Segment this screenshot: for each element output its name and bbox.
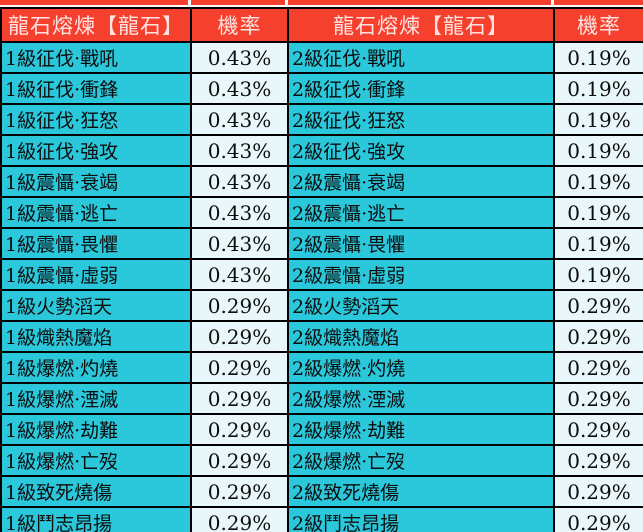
- skill-name-left: 1級爆燃·劫難: [0, 413, 192, 446]
- skill-name-right: 2級震懾·畏懼: [287, 227, 555, 260]
- header-dragonstone-left: 龍石熔煉【龍石】: [0, 7, 192, 43]
- skill-name-left: 1級爆燃·灼燒: [0, 351, 192, 384]
- skill-name-right: 2級征伐·強攻: [287, 134, 555, 167]
- table-row: 1級爆燃·亡歿 0.29% 2級爆燃·亡歿 0.29%: [0, 444, 643, 477]
- probability-right: 0.29%: [553, 444, 643, 477]
- column-separator: [188, 0, 191, 5]
- probability-right: 0.19%: [553, 134, 643, 167]
- skill-name-right: 2級爆燃·劫難: [287, 413, 555, 446]
- table-row: 1級震懾·衰竭 0.43% 2級震懾·衰竭 0.19%: [0, 165, 643, 198]
- cropped-row-strip: [0, 0, 643, 5]
- skill-name-right: 2級震懾·逃亡: [287, 196, 555, 229]
- probability-left: 0.29%: [190, 475, 289, 508]
- skill-name-right: 2級爆燃·灼燒: [287, 351, 555, 384]
- probability-right: 0.29%: [553, 382, 643, 415]
- table-row: 1級征伐·戰吼 0.43% 2級征伐·戰吼 0.19%: [0, 41, 643, 74]
- skill-name-left: 1級鬥志昂揚: [0, 506, 192, 532]
- probability-left: 0.43%: [190, 196, 289, 229]
- probability-left: 0.29%: [190, 320, 289, 353]
- table-row: 1級征伐·強攻 0.43% 2級征伐·強攻 0.19%: [0, 134, 643, 167]
- probability-right: 0.19%: [553, 227, 643, 260]
- skill-name-right: 2級爆燃·亡歿: [287, 444, 555, 477]
- skill-name-right: 2級征伐·狂怒: [287, 103, 555, 136]
- table-row: 1級爆燃·湮滅 0.29% 2級爆燃·湮滅 0.29%: [0, 382, 643, 415]
- probability-right: 0.19%: [553, 196, 643, 229]
- skill-name-left: 1級爆燃·湮滅: [0, 382, 192, 415]
- probability-right: 0.29%: [553, 475, 643, 508]
- probability-left: 0.43%: [190, 41, 289, 74]
- header-probability-right: 機率: [553, 7, 643, 43]
- probability-left: 0.29%: [190, 351, 289, 384]
- probability-right: 0.29%: [553, 413, 643, 446]
- skill-name-right: 2級熾熱魔焰: [287, 320, 555, 353]
- probability-left: 0.29%: [190, 506, 289, 532]
- column-separator: [285, 0, 288, 5]
- probability-right: 0.29%: [553, 289, 643, 322]
- header-probability-left: 機率: [190, 7, 289, 43]
- skill-name-left: 1級爆燃·亡歿: [0, 444, 192, 477]
- skill-name-right: 2級鬥志昂揚: [287, 506, 555, 532]
- table-row: 1級致死燒傷 0.29% 2級致死燒傷 0.29%: [0, 475, 643, 508]
- skill-name-right: 2級震懾·衰竭: [287, 165, 555, 198]
- probability-left: 0.29%: [190, 444, 289, 477]
- table-row: 1級震懾·逃亡 0.43% 2級震懾·逃亡 0.19%: [0, 196, 643, 229]
- skill-name-left: 1級震懾·逃亡: [0, 196, 192, 229]
- probability-right: 0.29%: [553, 351, 643, 384]
- skill-name-right: 2級征伐·衝鋒: [287, 72, 555, 105]
- header-dragonstone-right: 龍石熔煉【龍石】: [287, 7, 555, 43]
- probability-right: 0.19%: [553, 258, 643, 291]
- skill-name-left: 1級震懾·虛弱: [0, 258, 192, 291]
- skill-name-left: 1級征伐·強攻: [0, 134, 192, 167]
- probability-left: 0.43%: [190, 227, 289, 260]
- skill-name-left: 1級熾熱魔焰: [0, 320, 192, 353]
- probability-left: 0.29%: [190, 382, 289, 415]
- probability-right: 0.29%: [553, 506, 643, 532]
- table-row: 1級熾熱魔焰 0.29% 2級熾熱魔焰 0.29%: [0, 320, 643, 353]
- skill-name-left: 1級征伐·狂怒: [0, 103, 192, 136]
- table-row: 1級震懾·虛弱 0.43% 2級震懾·虛弱 0.19%: [0, 258, 643, 291]
- skill-name-right: 2級震懾·虛弱: [287, 258, 555, 291]
- column-separator: [551, 0, 554, 5]
- table-row: 1級爆燃·灼燒 0.29% 2級爆燃·灼燒 0.29%: [0, 351, 643, 384]
- skill-name-right: 2級爆燃·湮滅: [287, 382, 555, 415]
- probability-left: 0.43%: [190, 134, 289, 167]
- header-row: 龍石熔煉【龍石】 機率 龍石熔煉【龍石】 機率: [0, 7, 643, 43]
- probability-left: 0.43%: [190, 72, 289, 105]
- probability-left: 0.29%: [190, 413, 289, 446]
- table-row: 1級爆燃·劫難 0.29% 2級爆燃·劫難 0.29%: [0, 413, 643, 446]
- skill-name-right: 2級致死燒傷: [287, 475, 555, 508]
- table-row: 1級震懾·畏懼 0.43% 2級震懾·畏懼 0.19%: [0, 227, 643, 260]
- skill-name-right: 2級火勢滔天: [287, 289, 555, 322]
- table-row: 1級征伐·狂怒 0.43% 2級征伐·狂怒 0.19%: [0, 103, 643, 136]
- probability-right: 0.19%: [553, 165, 643, 198]
- probability-left: 0.43%: [190, 103, 289, 136]
- skill-name-left: 1級震懾·畏懼: [0, 227, 192, 260]
- probability-left: 0.43%: [190, 258, 289, 291]
- skill-name-right: 2級征伐·戰吼: [287, 41, 555, 74]
- probability-right: 0.19%: [553, 72, 643, 105]
- probability-left: 0.43%: [190, 165, 289, 198]
- table-row: 1級鬥志昂揚 0.29% 2級鬥志昂揚 0.29%: [0, 506, 643, 532]
- skill-name-left: 1級征伐·戰吼: [0, 41, 192, 74]
- probability-right: 0.19%: [553, 103, 643, 136]
- skill-name-left: 1級震懾·衰竭: [0, 165, 192, 198]
- skill-name-left: 1級火勢滔天: [0, 289, 192, 322]
- table-row: 1級火勢滔天 0.29% 2級火勢滔天 0.29%: [0, 289, 643, 322]
- probability-right: 0.19%: [553, 41, 643, 74]
- skill-name-left: 1級征伐·衝鋒: [0, 72, 192, 105]
- probability-left: 0.29%: [190, 289, 289, 322]
- table-row: 1級征伐·衝鋒 0.43% 2級征伐·衝鋒 0.19%: [0, 72, 643, 105]
- probability-right: 0.29%: [553, 320, 643, 353]
- skill-name-left: 1級致死燒傷: [0, 475, 192, 508]
- probability-table: 龍石熔煉【龍石】 機率 龍石熔煉【龍石】 機率 1級征伐·戰吼 0.43% 2級…: [0, 7, 643, 532]
